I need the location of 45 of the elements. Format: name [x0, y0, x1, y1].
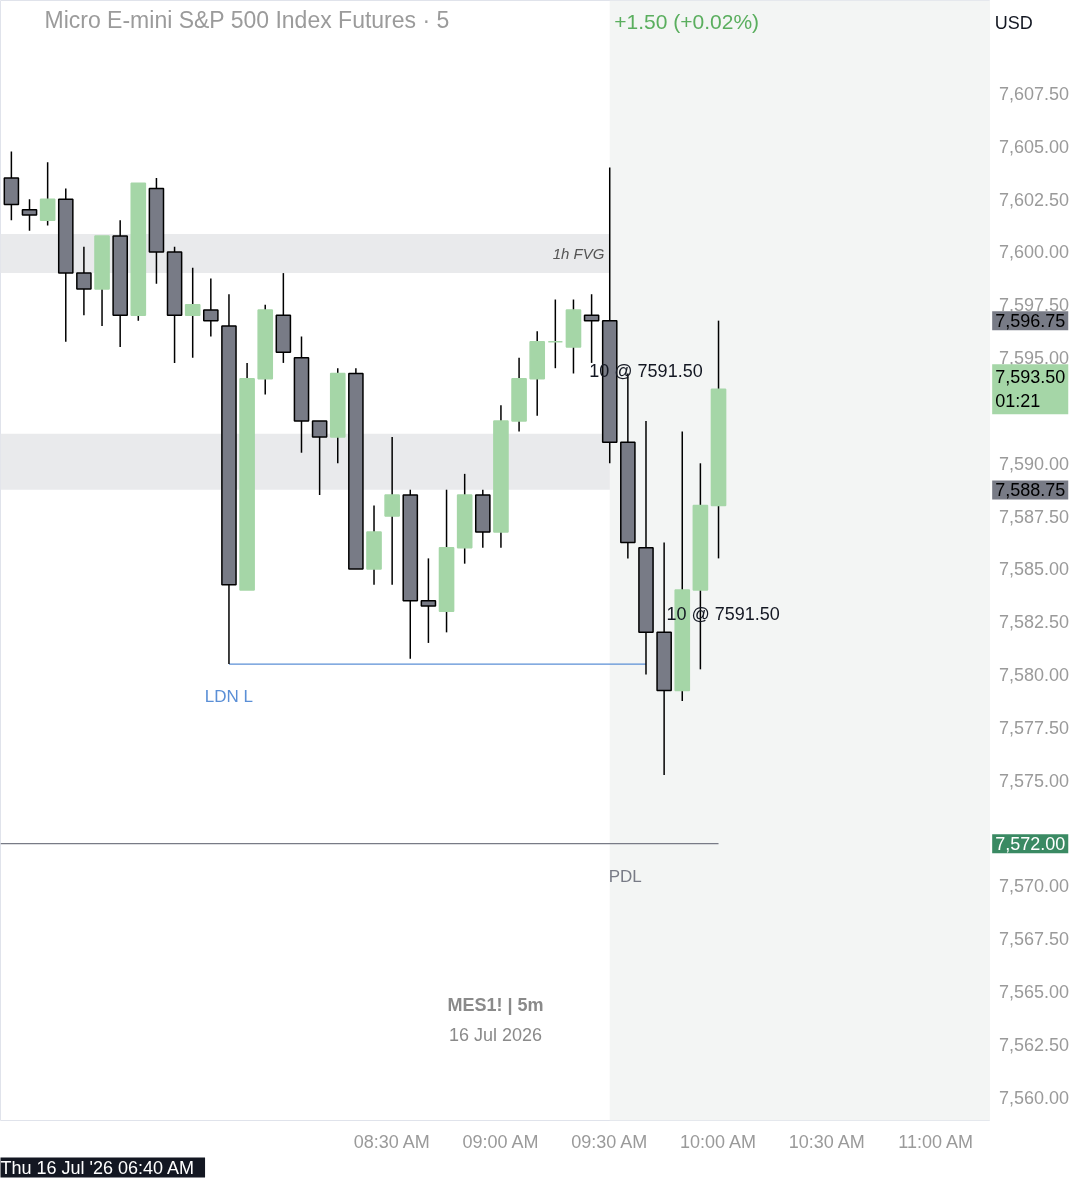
y-tick-label: 7,585.00: [998, 559, 1069, 580]
x-tick-label: 10:00 AM: [680, 1131, 757, 1152]
candlestick: [39, 161, 56, 227]
y-tick-label: 7,587.50: [998, 506, 1069, 527]
y-tick-label: 7,567.50: [998, 929, 1069, 950]
chart-title: Micro E-mini S&P 500 Index Futures · 5: [44, 6, 450, 33]
y-tick-label: 7,607.50: [998, 83, 1069, 104]
annotation: 16 Jul 2026: [448, 1025, 543, 1046]
y-tick-label: 7,590.00: [998, 453, 1069, 474]
y-tick-label: 7,570.00: [998, 876, 1069, 897]
text: 7,588.75: [995, 480, 1066, 501]
y-tick-label: 7,562.50: [998, 1034, 1069, 1055]
text: Thu 16 Jul '26 06:40 AM: [0, 1157, 195, 1178]
text: 7,596.75: [995, 311, 1066, 332]
x-tick-label: 09:30 AM: [571, 1131, 648, 1152]
candlestick: [184, 267, 201, 359]
chart-subtitle: +1.50 (+0.02%): [614, 9, 760, 33]
x-tick-label: 10:30 AM: [788, 1131, 865, 1152]
y-tick-label: 7,602.50: [998, 189, 1069, 210]
y-tick-label: 7,595.00: [998, 348, 1069, 369]
candlestick: [21, 198, 38, 232]
annotation: MES1! | 5m: [447, 995, 544, 1016]
y-tick-label: 7,565.00: [998, 982, 1069, 1003]
y-tick-label: 7,575.00: [998, 770, 1069, 791]
series-label: LDN L: [204, 687, 254, 707]
text: USD: [994, 12, 1033, 33]
y-tick-label: 7,580.00: [998, 665, 1069, 686]
candlestick: [203, 277, 219, 338]
y-tick-label: 7,605.00: [998, 136, 1069, 157]
candlestick: [76, 245, 92, 317]
y-tick-label: 7,577.50: [998, 717, 1069, 738]
candlestick: [384, 436, 400, 586]
y-tick-label: 7,560.00: [998, 1087, 1069, 1108]
series-label: PDL: [608, 866, 642, 886]
y-tick-label: 7,600.00: [998, 242, 1069, 263]
text: 7,572.00: [995, 834, 1066, 855]
x-tick-label: 09:00 AM: [462, 1131, 539, 1152]
y-tick-label: 7,582.50: [998, 612, 1069, 633]
candlestick: [547, 298, 564, 369]
x-tick-label: 11:00 AM: [898, 1131, 973, 1152]
text: 7,593.50 01:21: [995, 367, 1066, 412]
band-label: 1h FVG: [552, 245, 605, 263]
x-tick-label: 08:30 AM: [353, 1131, 430, 1152]
candlestick: [311, 420, 328, 496]
candlestick: [420, 557, 437, 644]
